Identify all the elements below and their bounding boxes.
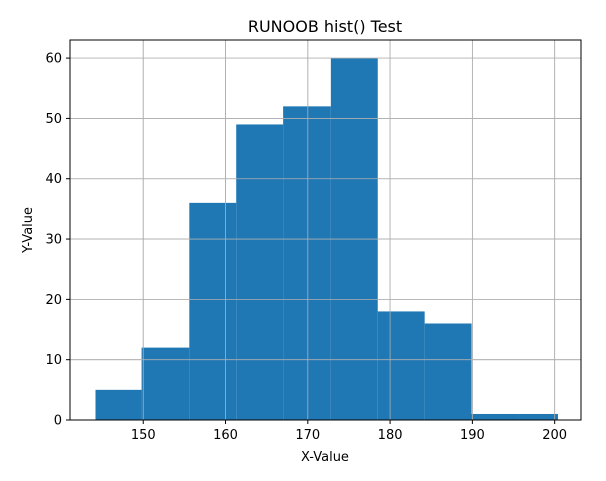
x-tick-label: 160 xyxy=(213,428,238,443)
y-tick-label: 60 xyxy=(45,52,62,67)
x-tick-label: 150 xyxy=(131,428,156,443)
y-tick-label: 40 xyxy=(45,172,62,187)
histogram-bar xyxy=(189,202,237,420)
histogram-bar xyxy=(141,347,190,420)
chart-title: RUNOOB hist() Test xyxy=(248,17,402,36)
y-axis-ticks: 0 10 20 30 40 50 60 xyxy=(45,52,70,429)
histogram-bar xyxy=(236,124,284,420)
y-tick-label: 0 xyxy=(54,414,62,429)
x-axis-label: X-Value xyxy=(301,450,349,465)
plot-frame xyxy=(69,39,582,421)
histogram-bar xyxy=(471,413,519,420)
x-tick-label: 170 xyxy=(295,428,320,443)
histogram-bar xyxy=(95,389,142,420)
histogram-bar xyxy=(424,323,472,420)
x-tick-label: 190 xyxy=(460,428,485,443)
grid-lines-overlay xyxy=(70,40,581,421)
x-axis-ticks: 150 160 170 180 190 200 xyxy=(131,420,567,443)
y-tick-label: 50 xyxy=(45,112,62,127)
histogram-bar xyxy=(283,106,331,420)
histogram-bar xyxy=(518,413,558,420)
y-tick-label: 10 xyxy=(45,353,62,368)
y-axis-label: Y-Value xyxy=(21,207,36,254)
x-tick-label: 180 xyxy=(378,428,403,443)
x-tick-label: 200 xyxy=(542,428,567,443)
y-tick-label: 30 xyxy=(45,233,62,248)
y-tick-label: 20 xyxy=(45,293,62,308)
histogram-bar xyxy=(377,311,425,420)
